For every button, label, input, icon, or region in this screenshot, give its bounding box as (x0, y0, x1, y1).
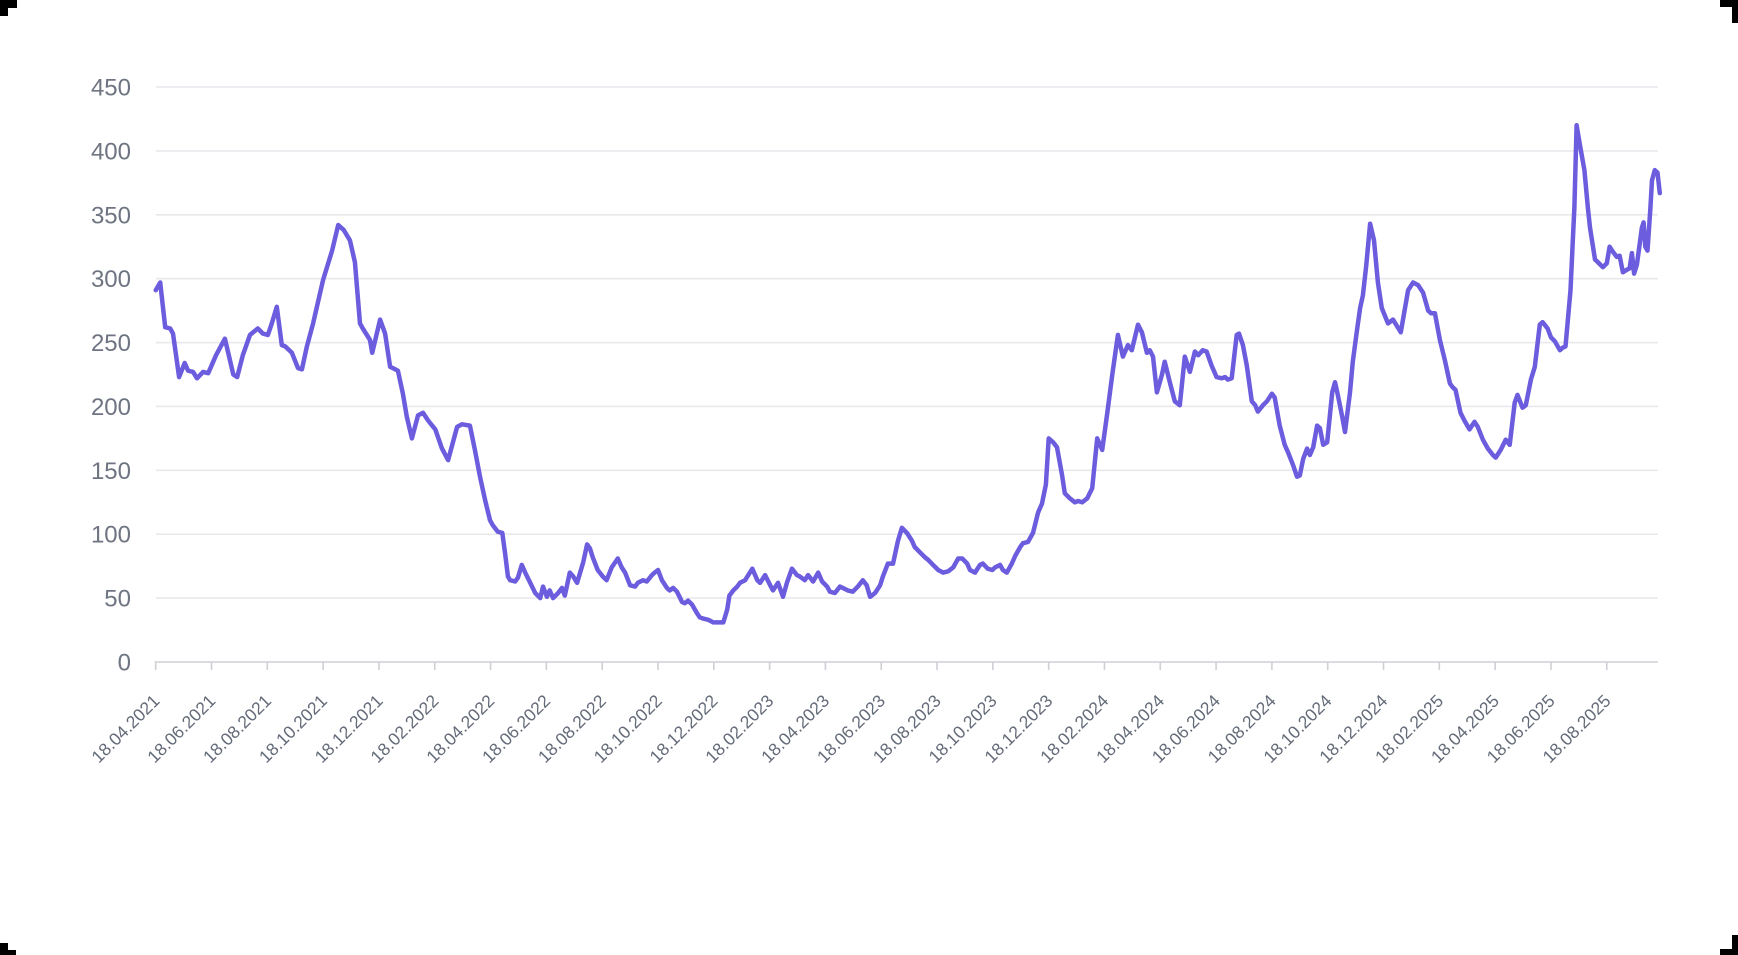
y-axis-tick-label: 450 (91, 75, 131, 102)
x-axis-labels: 18.04.202118.06.202118.08.202118.10.2021… (87, 691, 1614, 767)
x-axis (154, 661, 1658, 670)
y-axis-tick-label: 0 (118, 650, 131, 677)
gridlines (155, 86, 1658, 599)
y-axis-tick-label: 100 (91, 522, 131, 549)
y-axis-tick-label: 150 (91, 458, 131, 485)
y-axis-tick-label: 250 (91, 330, 131, 357)
y-axis-tick-label: 300 (91, 266, 131, 293)
y-axis-labels: 0 50 100 150 200 250 300 350 400 450 (91, 75, 131, 677)
y-axis-tick-label: 50 (104, 586, 131, 613)
y-axis-tick-label: 200 (91, 394, 131, 421)
y-axis-tick-label: 400 (91, 138, 131, 165)
series-line (153, 123, 1663, 625)
price-line (153, 123, 1663, 625)
y-axis-tick-label: 350 (91, 202, 131, 229)
